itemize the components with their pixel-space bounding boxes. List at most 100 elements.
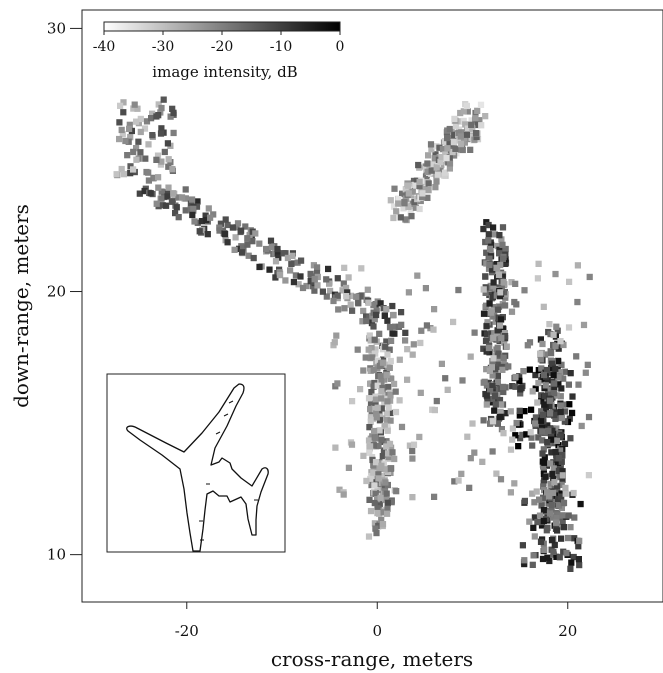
heatmap-cell — [170, 129, 177, 137]
heatmap-cell — [521, 287, 528, 294]
x-tick-label: 20 — [558, 622, 577, 640]
heatmap-cell — [387, 417, 394, 424]
heatmap-cell — [519, 542, 526, 549]
heatmap-cell — [419, 190, 426, 197]
heatmap-cell — [404, 376, 411, 383]
heatmap-cell — [457, 109, 464, 117]
heatmap-cell — [550, 459, 557, 466]
heatmap-cell — [562, 490, 569, 497]
heatmap-cell — [120, 171, 127, 178]
heatmap-cell — [379, 453, 386, 460]
heatmap-cell — [494, 306, 502, 313]
heatmap-cell — [444, 134, 451, 142]
heatmap-cell — [388, 444, 395, 451]
heatmap-cell — [334, 275, 341, 282]
heatmap-cell — [397, 214, 404, 221]
heatmap-cell — [154, 152, 162, 159]
heatmap-cell — [433, 164, 440, 171]
heatmap-cell — [526, 366, 533, 373]
heatmap-cell — [540, 463, 547, 470]
heatmap-cell — [236, 245, 243, 252]
heatmap-cell — [365, 395, 373, 402]
heatmap-cell — [446, 165, 453, 172]
heatmap-cell — [546, 321, 553, 328]
heatmap-cell — [363, 477, 370, 485]
heatmap-cell — [422, 173, 430, 180]
heatmap-cell — [217, 220, 224, 227]
heatmap-cell — [472, 115, 479, 122]
heatmap-cell — [555, 374, 562, 381]
heatmap-cell — [377, 494, 384, 502]
heatmap-cell — [354, 346, 361, 353]
heatmap-cell — [556, 369, 564, 376]
heatmap-cell — [378, 462, 385, 469]
heatmap-cell — [540, 507, 547, 514]
heatmap-cell — [494, 327, 501, 334]
heatmap-cell — [446, 139, 453, 146]
heatmap-cell — [539, 428, 546, 435]
heatmap-cell — [567, 435, 574, 442]
heatmap-cell — [118, 165, 125, 173]
heatmap-cell — [485, 237, 492, 244]
heatmap-cell — [552, 270, 559, 278]
heatmap-cell — [532, 371, 539, 379]
heatmap-cell — [491, 407, 498, 414]
heatmap-cell — [577, 500, 584, 508]
heatmap-cell — [353, 293, 360, 300]
heatmap-cell — [299, 284, 307, 292]
heatmap-cell — [493, 261, 500, 268]
heatmap-cell — [378, 378, 385, 386]
heatmap-cell — [178, 194, 186, 201]
heatmap-cell — [492, 286, 499, 294]
heatmap-cell — [345, 464, 352, 471]
heatmap-cell — [331, 339, 338, 346]
heatmap-cell — [402, 216, 409, 223]
heatmap-cell — [424, 160, 431, 167]
heatmap-cell — [326, 280, 333, 287]
heatmap-cell — [383, 306, 390, 313]
heatmap-cell — [372, 350, 379, 357]
heatmap-cell — [384, 398, 391, 405]
heatmap-cell — [464, 108, 471, 115]
heatmap-cell — [555, 467, 562, 475]
heatmap-cell — [471, 449, 478, 456]
heatmap-cell — [582, 369, 589, 376]
heatmap-cell — [413, 182, 420, 189]
heatmap-cell — [408, 213, 415, 220]
heatmap-cell — [357, 386, 364, 393]
heatmap-cell — [377, 300, 384, 307]
heatmap-cell — [527, 429, 534, 436]
heatmap-cell — [498, 401, 505, 408]
heatmap-cell — [390, 203, 398, 210]
heatmap-cell — [484, 396, 491, 403]
heatmap-cell — [366, 332, 373, 339]
heatmap-cell — [371, 316, 378, 323]
heatmap-cell — [372, 490, 379, 497]
heatmap-cell — [405, 203, 412, 210]
heatmap-cell — [409, 351, 416, 358]
heatmap-cell — [148, 115, 155, 122]
heatmap-cell — [275, 254, 282, 261]
heatmap-cell — [402, 329, 409, 336]
heatmap-cell — [371, 482, 378, 489]
heatmap-cell — [560, 524, 567, 531]
heatmap-cell — [334, 380, 341, 387]
x-tick-label: -20 — [175, 622, 199, 640]
heatmap-cell — [477, 101, 485, 108]
heatmap-cell — [482, 273, 489, 280]
heatmap-cell — [332, 444, 339, 451]
heatmap-cell — [384, 505, 391, 512]
heatmap-cell — [370, 442, 377, 449]
heatmap-cell — [189, 196, 196, 203]
heatmap-cell — [385, 453, 392, 461]
heatmap-cell — [516, 412, 523, 419]
heatmap-cell — [496, 250, 503, 257]
heatmap-cell — [367, 418, 374, 425]
heatmap-cell — [239, 244, 247, 251]
heatmap-cells — [113, 96, 593, 572]
heatmap-cell — [382, 343, 389, 350]
colorbar-tick-label: -40 — [93, 39, 116, 55]
heatmap-cell — [573, 353, 580, 360]
heatmap-cell — [390, 214, 397, 222]
heatmap-cell — [457, 133, 464, 140]
